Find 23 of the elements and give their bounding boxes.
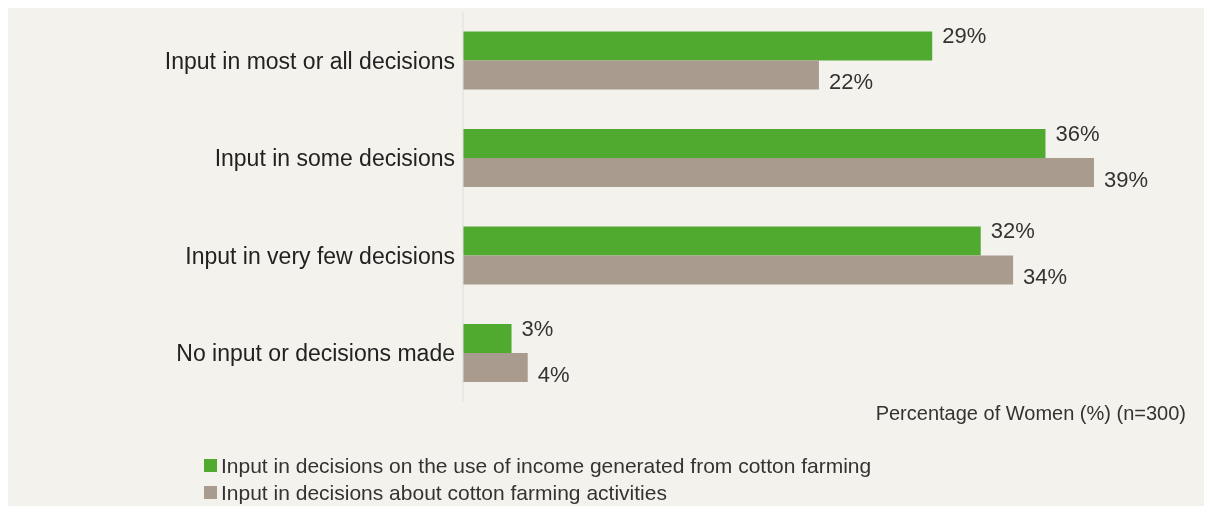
bar bbox=[463, 60, 819, 90]
bar bbox=[463, 255, 1014, 285]
legend-label: Input in decisions about cotton farming activities bbox=[221, 480, 667, 506]
bar bbox=[463, 158, 1094, 187]
bar bbox=[463, 31, 933, 61]
bar bbox=[463, 129, 1046, 158]
data-label: 39% bbox=[1104, 166, 1149, 192]
bar bbox=[463, 324, 512, 353]
data-label: 34% bbox=[1023, 264, 1068, 289]
data-label: 22% bbox=[828, 69, 873, 94]
y-tick-label: Input in most or all decisions bbox=[164, 47, 455, 74]
legend-label: Input in decisions on the use of income generated from cotton farming bbox=[221, 453, 872, 479]
data-label: 36% bbox=[1055, 120, 1100, 146]
bar bbox=[463, 226, 981, 256]
data-label: 29% bbox=[942, 23, 987, 48]
data-label: 32% bbox=[990, 218, 1035, 243]
bar bbox=[463, 353, 528, 382]
y-tick-label: Input in some decisions bbox=[214, 145, 455, 172]
data-label: 3% bbox=[521, 315, 554, 341]
y-tick-label: No input or decisions made bbox=[176, 340, 455, 367]
data-label: 4% bbox=[537, 361, 570, 387]
y-tick-label: Input in very few decisions bbox=[185, 242, 455, 269]
x-axis-title: Percentage of Women (%) (n=300) bbox=[875, 402, 1186, 425]
